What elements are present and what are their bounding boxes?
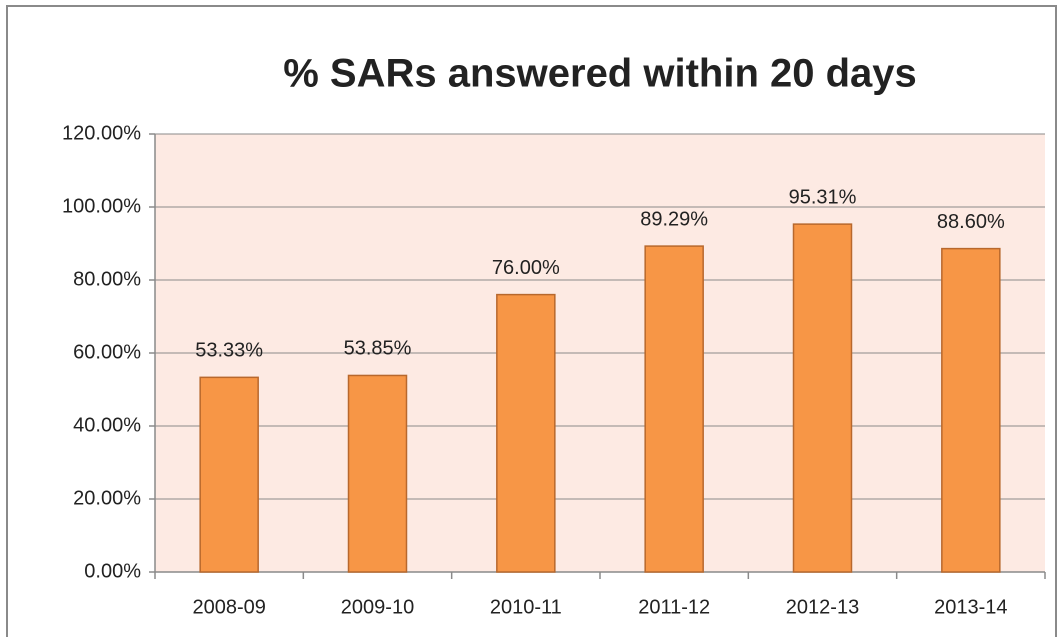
data-label: 53.33%: [195, 340, 263, 362]
chart-border: [6, 5, 1057, 637]
y-tick-label: 40.00%: [73, 414, 141, 436]
x-tick-label: 2012-13: [786, 596, 859, 618]
bar: [347, 374, 408, 573]
x-tick-label: 2009-10: [341, 596, 414, 618]
x-tick-label: 2013-14: [934, 596, 1007, 618]
bar: [792, 223, 853, 573]
y-tick-label: 20.00%: [73, 487, 141, 509]
bar: [496, 293, 556, 573]
bar: [644, 245, 704, 573]
x-tick-label: 2008-09: [192, 596, 265, 618]
data-label: 95.31%: [789, 186, 857, 208]
data-label: 76.00%: [492, 257, 560, 279]
x-tick-label: 2010-11: [490, 596, 562, 618]
y-tick-label: 120.00%: [62, 122, 141, 144]
x-tick-label: 2011-12: [638, 596, 710, 618]
bar: [941, 247, 1001, 573]
bar: [199, 376, 259, 573]
chart-title: % SARs answered within 20 days: [283, 52, 917, 96]
data-label: 89.29%: [640, 208, 708, 230]
y-tick-label: 80.00%: [73, 268, 141, 290]
data-label: 88.60%: [937, 211, 1005, 233]
data-label: 53.85%: [344, 338, 412, 360]
y-tick-label: 60.00%: [73, 341, 141, 363]
y-tick-label: 0.00%: [84, 560, 141, 582]
y-tick-label: 100.00%: [62, 195, 141, 217]
